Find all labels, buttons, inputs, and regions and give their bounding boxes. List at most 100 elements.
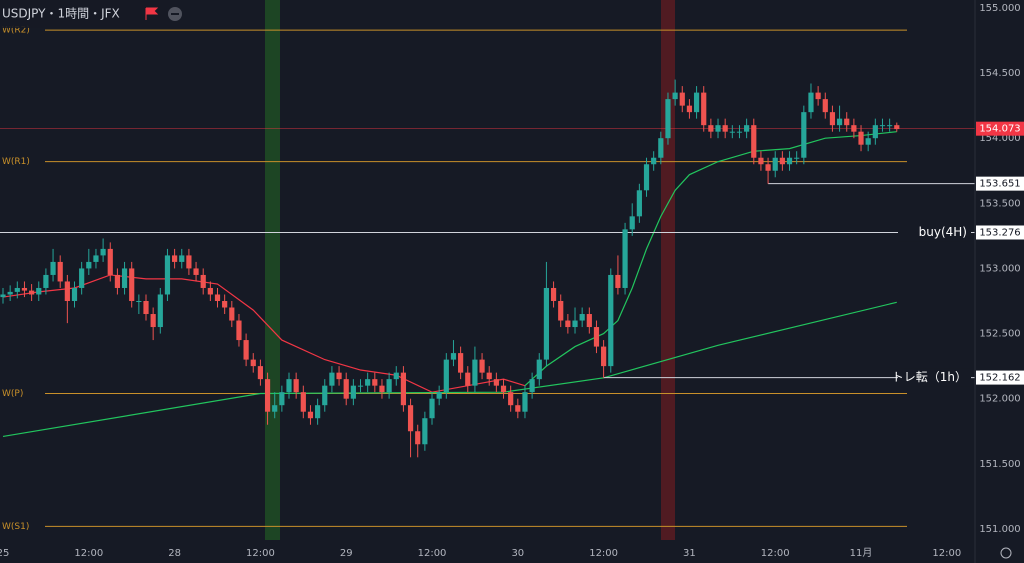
- candle-body: [658, 138, 664, 158]
- candle-body: [829, 112, 836, 126]
- candle-body: [407, 405, 414, 432]
- candle-body: [765, 164, 771, 171]
- candle-body: [608, 274, 614, 367]
- candle-body: [794, 157, 800, 159]
- candle-body: [386, 379, 392, 393]
- candle-body: [450, 353, 457, 360]
- x-tick-label: 12:00: [761, 548, 790, 559]
- settings-icon[interactable]: [1000, 547, 1012, 559]
- candle-body: [0, 294, 6, 298]
- candle-body: [279, 392, 285, 406]
- candle-body: [472, 359, 478, 386]
- candle-body: [500, 385, 507, 393]
- x-tick-label: 12:00: [74, 548, 103, 559]
- candle-body: [136, 300, 142, 302]
- candle-body: [844, 118, 850, 126]
- marker-label: buy(4H): [919, 225, 967, 239]
- x-tick-label: 12:00: [589, 548, 618, 559]
- candle-body: [436, 392, 442, 399]
- candle-body: [465, 372, 471, 386]
- candle-body: [729, 131, 735, 133]
- marker-price-label: 153.276: [979, 227, 1020, 238]
- y-tick-label: 152.500: [979, 329, 1020, 340]
- candle-body: [193, 268, 199, 275]
- candle-body: [157, 294, 163, 328]
- candle-body: [257, 366, 264, 380]
- chart-title: USDJPY・1時間・JFX: [2, 7, 120, 21]
- candle-body: [651, 157, 657, 165]
- marker-price-box: [976, 176, 1024, 191]
- pivot-label: W(P): [2, 389, 23, 399]
- candle-body: [708, 125, 714, 132]
- candle-body: [879, 125, 886, 127]
- title-bg: [0, 0, 170, 28]
- candle-body: [64, 281, 70, 301]
- candle-body: [808, 92, 814, 113]
- candle-body: [536, 359, 542, 380]
- flag-icon[interactable]: [145, 7, 159, 20]
- candle-body: [872, 125, 878, 139]
- candle-body: [93, 255, 99, 262]
- candle-body: [229, 307, 235, 321]
- x-tick-label: 28: [168, 548, 181, 559]
- moving-average: [524, 131, 897, 387]
- candle-body: [558, 300, 564, 321]
- candle-body: [479, 359, 485, 373]
- candle-body: [693, 92, 700, 113]
- candle-body: [293, 379, 299, 393]
- candle-body: [129, 268, 135, 301]
- candle-body: [71, 287, 78, 301]
- overlays: W(R2) W(R1) W(P) W(S1) buy(4H) トレ転（1h）: [0, 26, 975, 532]
- candle-body: [315, 405, 321, 419]
- candle-body: [522, 392, 528, 412]
- candle-body: [300, 392, 306, 412]
- candle-body: [21, 287, 28, 291]
- candle-body: [894, 125, 900, 130]
- candle-body: [179, 255, 185, 262]
- candle-body: [636, 190, 642, 217]
- y-tick-label: 153.000: [979, 263, 1020, 274]
- candle-body: [601, 346, 607, 367]
- x-tick-label: 12:00: [418, 548, 447, 559]
- marker-label: トレ転（1h）: [892, 370, 967, 384]
- candle-body: [458, 353, 464, 373]
- candle-body: [629, 216, 635, 230]
- session-band: [265, 0, 280, 540]
- candle-body: [715, 125, 721, 132]
- candle-body: [643, 164, 650, 191]
- x-tick-label: 25: [0, 548, 9, 559]
- candle-body: [50, 261, 56, 275]
- candle-body: [679, 92, 685, 106]
- candle-body: [264, 379, 271, 412]
- candle-body: [744, 125, 750, 132]
- candle-body: [836, 118, 843, 126]
- candle-body: [207, 287, 213, 295]
- candle-body: [186, 255, 192, 269]
- candle-body: [322, 385, 328, 406]
- candle-body: [515, 405, 521, 412]
- candle-body: [350, 385, 356, 399]
- session-band: [661, 0, 675, 540]
- candle-body: [143, 300, 149, 315]
- candle-body: [372, 379, 378, 386]
- candle-body: [493, 379, 499, 386]
- marker-price-box: [976, 370, 1024, 385]
- candle-body: [107, 248, 113, 275]
- candle-body: [286, 379, 292, 393]
- candle-body: [422, 418, 428, 445]
- candle-body: [758, 157, 764, 165]
- candle-body: [79, 268, 85, 288]
- candle-body: [164, 255, 171, 295]
- candle-body: [801, 112, 807, 158]
- candle-body: [622, 229, 628, 288]
- x-tick-label: 29: [340, 548, 353, 559]
- candle-body: [250, 359, 256, 367]
- y-tick-label: 152.000: [979, 394, 1020, 405]
- candles: [0, 79, 900, 458]
- candle-body: [121, 268, 128, 288]
- x-tick-label: 11月: [850, 547, 873, 559]
- candle-body: [57, 261, 63, 282]
- candle-body: [615, 274, 621, 288]
